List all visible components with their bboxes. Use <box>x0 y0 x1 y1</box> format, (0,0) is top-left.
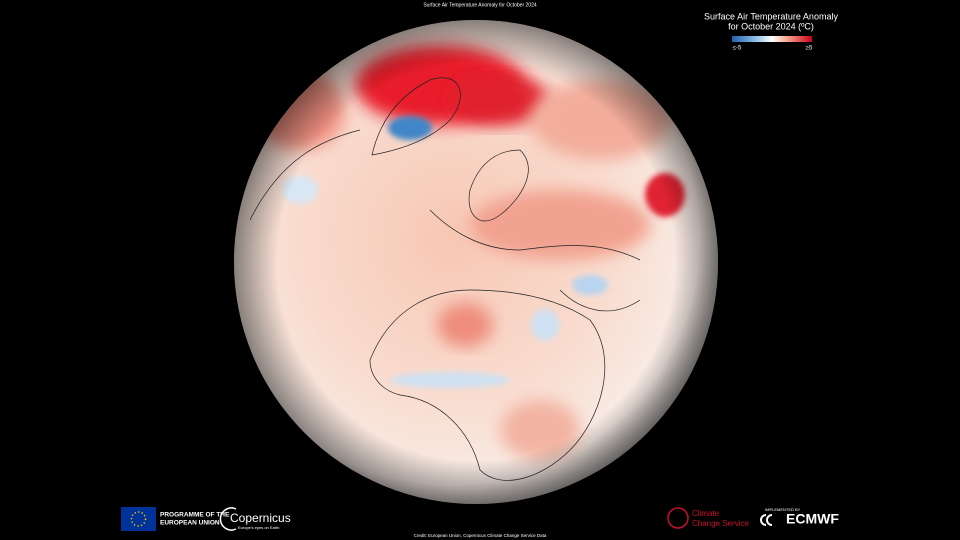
legend-min-label: ≤-5 <box>733 46 742 52</box>
legend-max-label: ≥5 <box>806 46 813 52</box>
eu-text: EUROPEAN UNION <box>160 520 220 527</box>
c3s-text: Climate <box>692 509 720 518</box>
c3s-logo <box>667 507 689 529</box>
header-title: Surface Air Temperature Anomaly for Octo… <box>423 2 537 8</box>
copernicus-tagline: Europe's eyes on Earth <box>238 525 279 530</box>
eu-flag <box>121 507 156 531</box>
globe-shade <box>234 20 718 504</box>
ecmwf-caption: IMPLEMENTED BY <box>765 507 801 512</box>
legend-title: Surface Air Temperature Anomaly <box>704 11 838 21</box>
globe <box>234 20 718 504</box>
copernicus-logo <box>219 507 237 531</box>
eu-text: PROGRAMME OF THE <box>160 512 230 519</box>
ecmwf-logo <box>760 514 773 526</box>
footer: PROGRAMME OF THE EUROPEAN UNION Copernic… <box>121 507 839 538</box>
ecmwf-name: ECMWF <box>786 511 839 527</box>
c3s-text: Change Service <box>692 519 749 528</box>
legend-title: for October 2024 (ºC) <box>728 21 814 31</box>
eu-stars <box>130 511 147 527</box>
copernicus-name: Copernicus <box>230 511 291 525</box>
legend: Surface Air Temperature Anomaly for Octo… <box>704 11 838 51</box>
credit: Credit: European Union, Copernicus Clima… <box>414 533 547 538</box>
color-bar <box>732 36 812 42</box>
